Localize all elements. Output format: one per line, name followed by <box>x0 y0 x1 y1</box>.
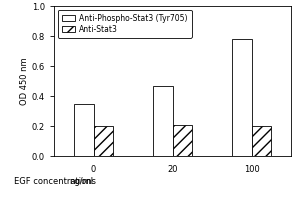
Y-axis label: OD 450 nm: OD 450 nm <box>20 57 29 105</box>
Bar <box>94 126 113 156</box>
Legend: Anti-Phospho-Stat3 (Tyr705), Anti-Stat3: Anti-Phospho-Stat3 (Tyr705), Anti-Stat3 <box>58 10 191 38</box>
Text: 100: 100 <box>244 165 260 174</box>
Text: 0: 0 <box>91 165 96 174</box>
Text: 20: 20 <box>167 165 178 174</box>
Text: EGF concentrations: EGF concentrations <box>14 177 97 186</box>
Bar <box>172 124 192 156</box>
Bar <box>232 39 251 156</box>
Text: ng/ml: ng/ml <box>69 177 94 186</box>
Bar <box>251 126 271 156</box>
Bar <box>153 86 172 156</box>
Bar <box>74 104 94 156</box>
